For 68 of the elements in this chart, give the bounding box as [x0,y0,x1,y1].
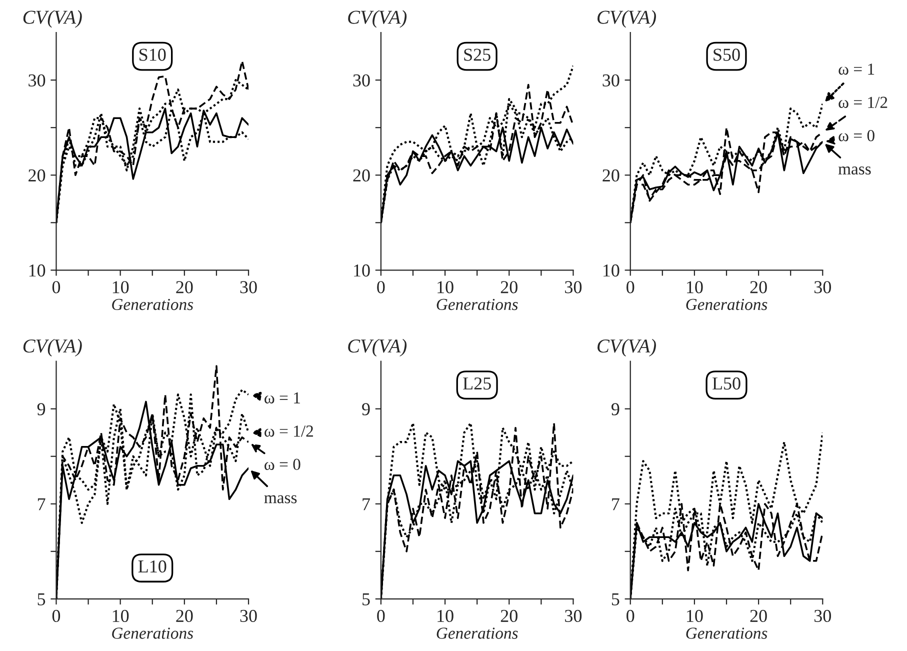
x-tick-label: 0 [626,281,634,294]
x-tick-label: 20 [176,281,193,294]
x-tick-label: 10 [438,610,454,622]
y-tick-label: 20 [28,169,46,182]
y-tick-label: 9 [362,403,370,416]
legend-label: ω = 1/2 [838,96,888,108]
y-tick-label: 10 [603,264,620,277]
x-tick-label: 20 [500,281,518,294]
x-tick-label: 0 [377,610,385,622]
y-axis-title: CV(VA) [23,10,82,28]
x-axis-title: Generations [436,298,518,310]
x-axis-title: Generations [686,298,768,310]
y-tick-label: 5 [38,593,46,606]
x-tick-label: 0 [377,281,385,294]
x-tick-label: 20 [176,610,193,622]
y-tick-label: 7 [362,498,370,510]
legend-label: ω = 1/2 [264,426,313,437]
y-tick-label: 30 [602,74,620,87]
x-tick-label: 10 [687,281,703,294]
x-tick-label: 0 [52,610,60,622]
x-axis-title: Generations [112,298,194,310]
y-tick-label: 10 [354,264,370,277]
x-tick-label: 30 [814,281,831,294]
x-tick-label: 0 [52,281,60,294]
x-axis-title: Generations [686,628,768,639]
x-tick-label: 20 [500,610,518,622]
y-tick-label: 7 [612,498,620,510]
x-tick-label: 30 [814,610,831,622]
x-tick-label: 30 [240,610,257,622]
x-tick-label: 30 [565,281,582,294]
x-tick-label: 10 [438,281,454,294]
legend-label: ω = 1 [264,392,300,404]
y-tick-label: 30 [353,74,370,87]
y-tick-label: 5 [362,593,370,606]
x-tick-label: 10 [112,281,129,294]
y-tick-label: 9 [612,403,620,416]
y-axis-title: CV(VA) [598,338,656,357]
y-axis-title: CV(VA) [348,10,407,28]
y-tick-label: 9 [37,403,46,416]
text: S25 [464,48,490,61]
legend-label: mass [838,166,871,175]
y-tick-label: 20 [602,169,620,182]
series-label: ω = 1 [838,64,874,75]
text: L50 [712,377,740,390]
x-tick-label: 20 [750,610,767,622]
text: L25 [463,377,491,390]
x-tick-label: 10 [112,610,129,622]
x-tick-label: 20 [750,281,767,294]
y-axis-title: CV(VA) [348,338,407,357]
y-tick-label: 7 [38,498,46,510]
x-axis-title: Generations [436,628,518,639]
y-tick-label: 20 [353,169,370,182]
y-tick-label: 5 [612,593,620,606]
legend-label: ω = 0 [264,458,300,470]
x-tick-label: 0 [626,610,634,622]
y-tick-label: 30 [28,74,46,87]
x-axis-title: Generations [112,628,194,639]
text: L10 [138,560,166,573]
y-tick-label: 10 [29,264,46,277]
text: S10 [140,48,166,61]
x-tick-label: 30 [240,281,257,294]
series-label: mass [264,495,297,504]
legend-label: ω = 0 [838,130,874,142]
x-tick-label: 30 [565,610,582,622]
text: S50 [714,48,740,61]
y-axis-title: CV(VA) [598,10,656,28]
y-axis-title: CV(VA) [23,338,82,357]
x-tick-label: 10 [687,610,703,622]
